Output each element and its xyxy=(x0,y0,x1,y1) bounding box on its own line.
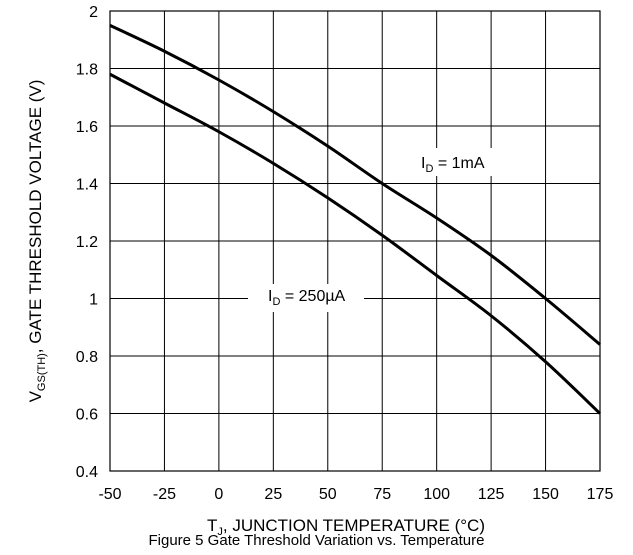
x-tick-label: 75 xyxy=(373,486,391,503)
x-tick-label: 175 xyxy=(587,486,614,503)
y-tick-label: 0.6 xyxy=(76,407,98,424)
series-label-main: I xyxy=(268,288,272,305)
grid xyxy=(109,10,601,472)
x-tick-labels: -50 -25 0 25 50 75 100 125 150 175 xyxy=(98,486,613,503)
y-tick-label: 2 xyxy=(89,4,98,21)
y-tick-label: 1.6 xyxy=(76,119,98,136)
y-axis-title: VGS(TH), GATE THRESHOLD VOLTAGE (V) xyxy=(26,80,48,403)
series-label-sub: D xyxy=(425,163,433,175)
y-tick-label: 1.8 xyxy=(76,62,98,79)
series-label-sub: D xyxy=(272,296,280,308)
x-tick-label: 150 xyxy=(532,486,559,503)
svg-text:ID = 250µA: ID = 250µA xyxy=(268,288,346,308)
series-label-main: I xyxy=(421,155,425,172)
series-line-1ma xyxy=(109,24,601,346)
x-tick-label: 50 xyxy=(319,486,337,503)
series-lines xyxy=(109,24,602,415)
plot-frame xyxy=(109,10,601,472)
y-tick-label: 1.4 xyxy=(76,177,98,194)
x-tick-label: -50 xyxy=(98,486,121,503)
series-line-250ua xyxy=(109,72,602,415)
x-tick-label: -25 xyxy=(153,486,176,503)
y-tick-labels: 0.4 0.6 0.8 1 1.2 1.4 1.6 1.8 2 xyxy=(76,4,98,481)
series-label-rest: = 250µA xyxy=(280,288,345,305)
figure-caption: Figure 5 Gate Threshold Variation vs. Te… xyxy=(148,532,485,549)
x-axis-title: TJ, JUNCTION TEMPERATURE (°C) xyxy=(207,516,485,538)
y-tick-label: 0.8 xyxy=(76,349,98,366)
svg-text:ID = 1mA: ID = 1mA xyxy=(421,155,485,175)
series-label-250ua: ID = 250µA xyxy=(248,284,364,312)
x-tick-label: 125 xyxy=(478,486,505,503)
x-tick-label: 100 xyxy=(423,486,450,503)
series-label-1ma: ID = 1mA xyxy=(418,148,516,176)
y-tick-label: 1.2 xyxy=(76,234,98,251)
y-tick-label: 1 xyxy=(89,292,98,309)
x-tick-label: 25 xyxy=(264,486,282,503)
series-label-rest: = 1mA xyxy=(433,155,484,172)
y-tick-label: 0.4 xyxy=(76,464,98,481)
x-tick-label: 0 xyxy=(214,486,223,503)
